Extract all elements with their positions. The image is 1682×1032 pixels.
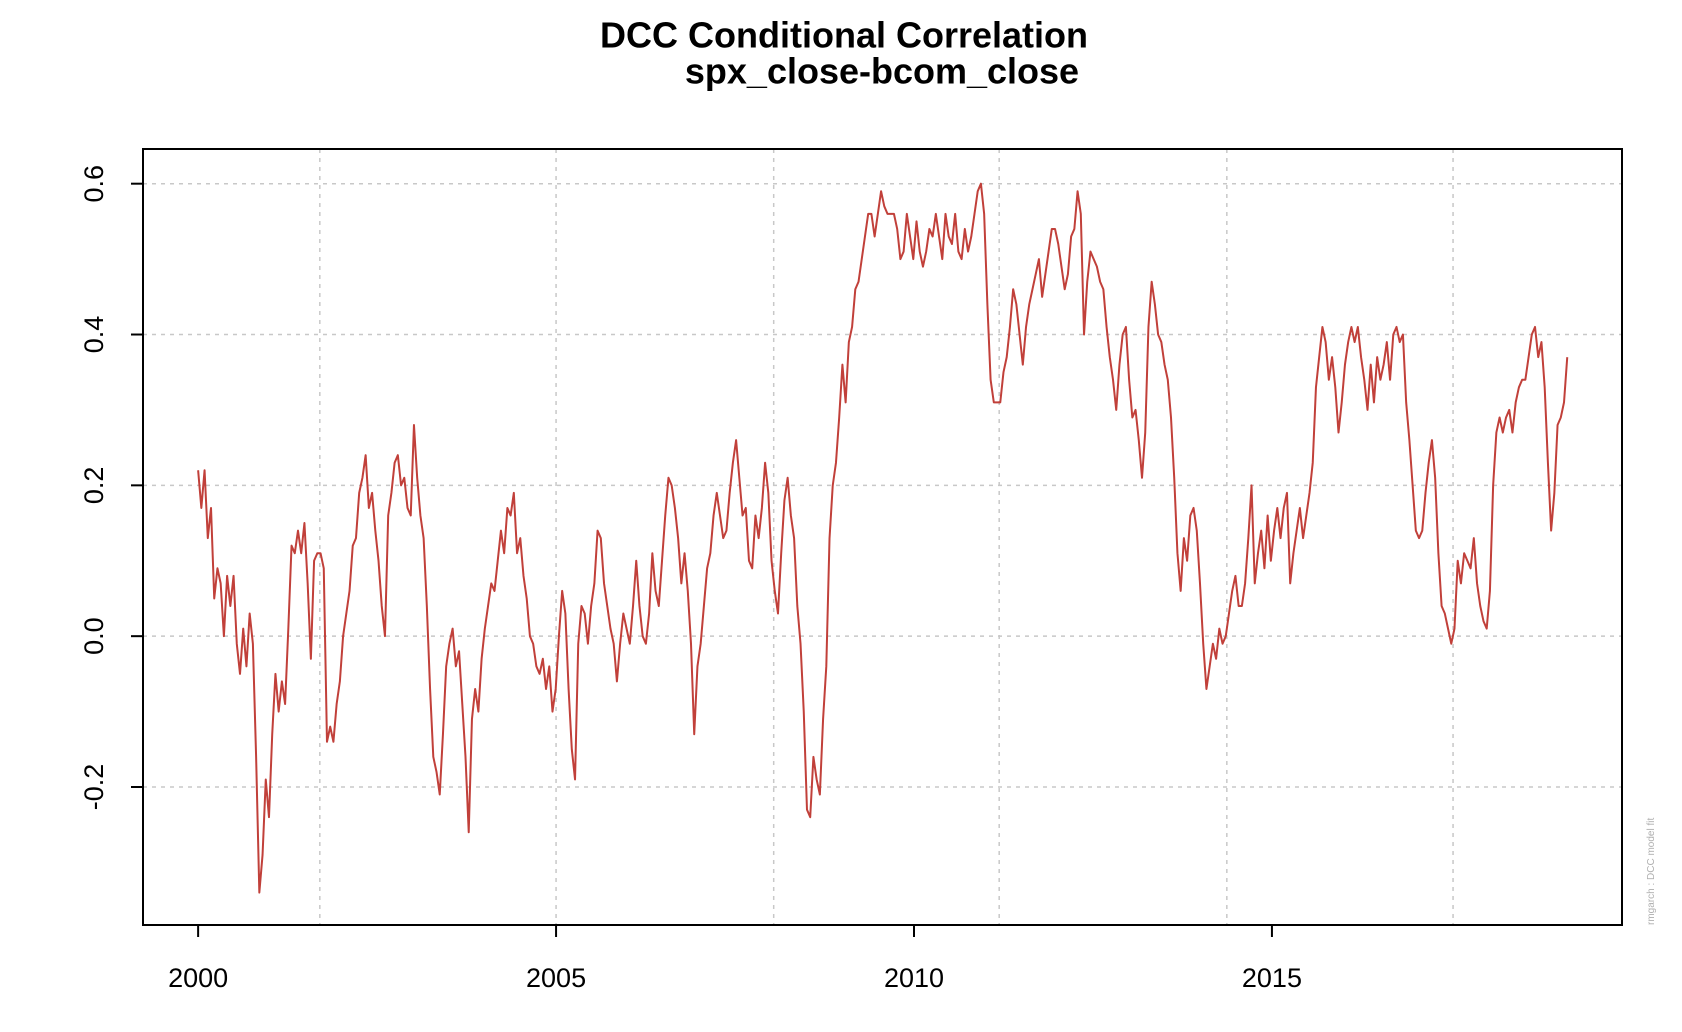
plot-area [197, 182, 1569, 894]
x-tick-label: 2015 [1242, 963, 1302, 993]
grid [143, 149, 1622, 925]
y-tick-label: -0.2 [79, 764, 109, 811]
x-tick-label: 2010 [884, 963, 944, 993]
chart-subtitle: spx_close-bcom_close [685, 51, 1079, 92]
chart-title: DCC Conditional Correlation [600, 15, 1088, 56]
axes: -0.2 0.0 0.2 0.4 0.6 2000 2005 2010 2015 [79, 165, 1302, 993]
x-tick-label: 2000 [168, 963, 228, 993]
annotation: rmgarch : DCC model fit [1646, 818, 1657, 925]
plot-frame [142, 148, 1623, 926]
y-tick-label: 0.0 [79, 617, 109, 655]
series-line [197, 182, 1569, 894]
y-tick-label: 0.6 [79, 165, 109, 203]
y-tick-label: 0.2 [79, 467, 109, 505]
y-tick-label: 0.4 [79, 316, 109, 354]
x-tick-label: 2005 [526, 963, 586, 993]
